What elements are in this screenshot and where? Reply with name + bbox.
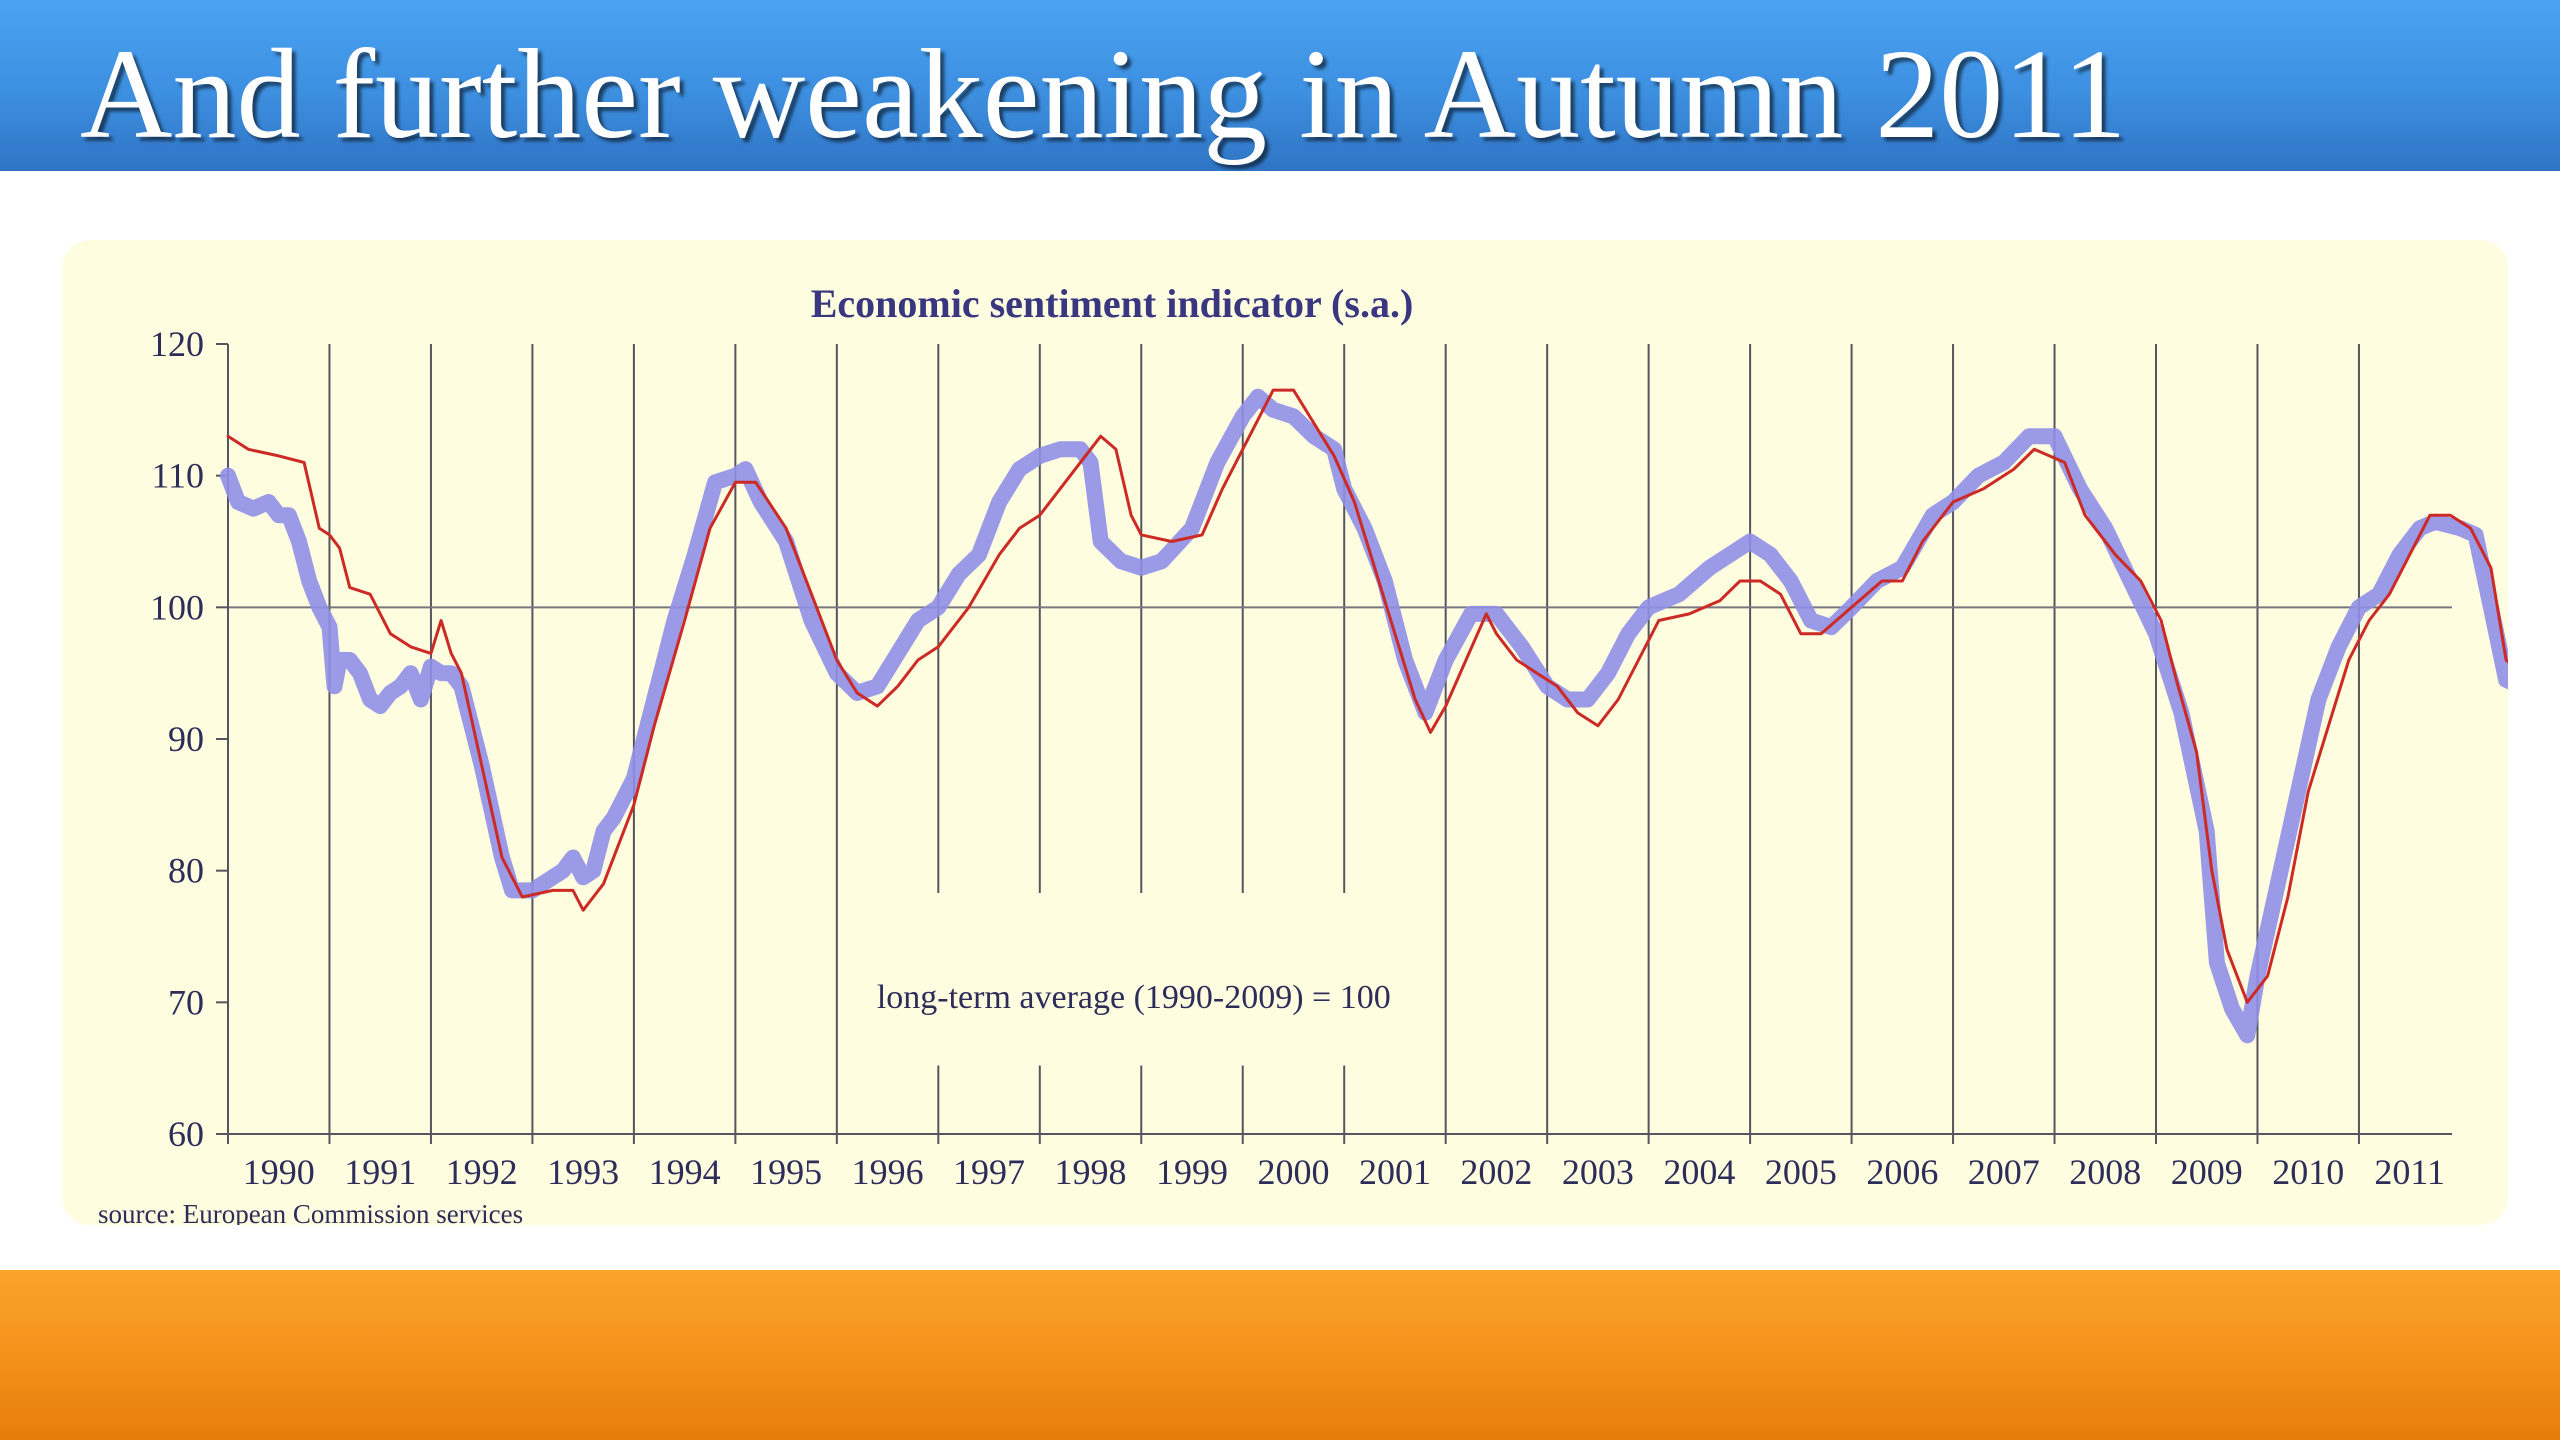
y-tick-label: 110	[151, 456, 204, 496]
x-tick-label: 2002	[1460, 1152, 1532, 1192]
x-tick-label: 1995	[750, 1152, 822, 1192]
slide-title: And further weakening in Autumn 2011	[80, 23, 2127, 165]
y-tick-label: 70	[168, 982, 204, 1022]
x-tick-label: 2006	[1866, 1152, 1938, 1192]
y-tick-label: 60	[168, 1114, 204, 1154]
esi-series-red	[226, 388, 2508, 1004]
y-tick-label: 90	[168, 719, 204, 759]
x-tick-label: 2008	[2069, 1152, 2141, 1192]
x-tick-label: 1999	[1156, 1152, 1228, 1192]
x-tick-label: 2009	[2171, 1152, 2243, 1192]
y-tick-label: 100	[150, 587, 204, 627]
esi-series-blue	[220, 388, 2508, 1044]
bottom-bar	[0, 1270, 2560, 1440]
y-tick-label: 80	[168, 851, 204, 891]
x-tick-label: 2011	[2374, 1152, 2445, 1192]
x-tick-label: 1990	[243, 1152, 315, 1192]
grid-layer	[228, 344, 2452, 1134]
x-tick-label: 2010	[2272, 1152, 2344, 1192]
chart-title: Economic sentiment indicator (s.a.)	[811, 281, 1414, 326]
economic-sentiment-chart: Economic sentiment indicator (s.a.) 1201…	[98, 281, 2508, 1225]
chart-panel: Economic sentiment indicator (s.a.) 120 1…	[62, 240, 2508, 1225]
x-tick-label: 2000	[1257, 1152, 1329, 1192]
x-tick-label: 2007	[1968, 1152, 2040, 1192]
x-tick-label: 1993	[547, 1152, 619, 1192]
series-layer	[220, 388, 2508, 1044]
x-tick-label: 1996	[852, 1152, 924, 1192]
label-layer: 120 110 100 90 80 70 60 1990 1991 1992 1993 1994 199…	[150, 324, 2445, 1192]
source-note: source: European Commission services	[98, 1199, 523, 1225]
x-tick-label: 2005	[1765, 1152, 1837, 1192]
x-tick-label: 1991	[344, 1152, 416, 1192]
long-term-average-annotation: long-term average (1990-2009) = 100	[877, 979, 1391, 1016]
x-tick-label: 1992	[446, 1152, 518, 1192]
x-tick-label: 1998	[1055, 1152, 1127, 1192]
x-tick-label: 1994	[649, 1152, 721, 1192]
y-tick-label: 120	[150, 324, 204, 364]
x-tick-label: 2001	[1359, 1152, 1431, 1192]
x-tick-label: 1997	[953, 1152, 1025, 1192]
x-tick-label: 2004	[1663, 1152, 1735, 1192]
x-tick-label: 2003	[1562, 1152, 1634, 1192]
title-bar: And further weakening in Autumn 2011	[0, 0, 2560, 171]
